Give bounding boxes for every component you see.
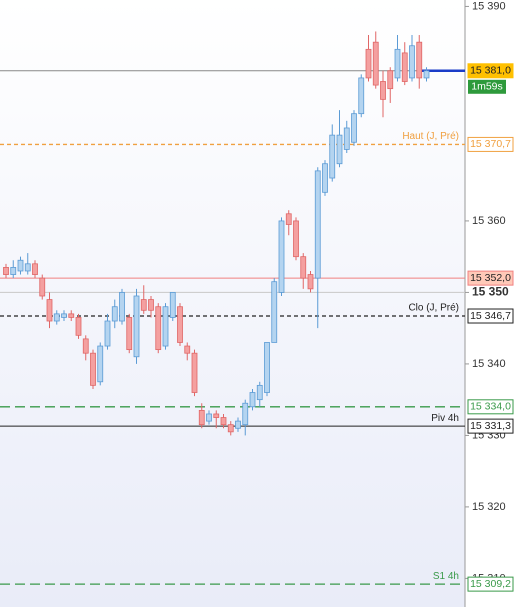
candle-body xyxy=(104,320,111,347)
candle-body xyxy=(249,392,256,408)
candle-body xyxy=(17,259,24,272)
candle-body xyxy=(39,277,46,297)
value-label-box xyxy=(467,136,514,152)
candle-body xyxy=(68,313,75,318)
candle-body xyxy=(191,352,198,393)
candle-body xyxy=(416,41,423,79)
candle-body xyxy=(119,292,125,322)
candle-body xyxy=(394,48,401,79)
value-label: 15 370,7 xyxy=(470,138,511,150)
candle-body xyxy=(264,342,270,393)
candle-body xyxy=(126,317,133,351)
candle-body xyxy=(140,299,147,311)
candle-body xyxy=(162,306,169,347)
candle-body xyxy=(227,424,234,433)
level-label: Haut (J, Pré) xyxy=(402,131,459,142)
candle-body xyxy=(111,306,118,322)
candle-body xyxy=(242,402,249,426)
candle-body xyxy=(423,70,430,79)
value-label: 15 309,2 xyxy=(470,578,511,590)
candle-body xyxy=(169,292,176,318)
value-label: 15 381,0 xyxy=(470,65,511,77)
candle-body xyxy=(358,77,365,115)
value-label-box xyxy=(467,399,514,415)
y-tick-label: 15 390 xyxy=(472,0,506,12)
candle-body xyxy=(133,295,140,358)
candle-body xyxy=(53,313,60,322)
candle-body xyxy=(24,263,31,272)
candle-body xyxy=(90,352,96,386)
candle-body xyxy=(336,134,343,165)
value-label: 15 352,0 xyxy=(470,272,511,284)
candle-body xyxy=(184,345,191,354)
candle-body xyxy=(198,409,205,426)
candle-body xyxy=(307,274,314,290)
candle-body xyxy=(401,52,408,82)
level-label: Piv 4h xyxy=(431,413,459,424)
candle-body xyxy=(372,41,379,86)
candle-body xyxy=(61,313,67,318)
candle-body xyxy=(329,134,336,179)
value-label: 15 346,7 xyxy=(470,310,511,322)
candle-body xyxy=(213,413,220,418)
candle-body xyxy=(97,345,104,383)
candle-body xyxy=(256,384,263,401)
candle-body xyxy=(3,266,9,275)
candle-body xyxy=(365,48,372,79)
y-tick-label: 15 340 xyxy=(472,358,506,370)
candle-body xyxy=(300,256,307,279)
candle-body xyxy=(235,420,241,429)
candle-body xyxy=(206,413,212,422)
value-label: 15 331,3 xyxy=(470,420,511,432)
plot-background xyxy=(0,0,465,607)
candle-body xyxy=(155,306,162,351)
level-label: S1 4h xyxy=(433,571,459,582)
countdown-box xyxy=(468,79,506,94)
candle-body xyxy=(351,113,357,143)
value-label: 15 334,0 xyxy=(470,401,511,413)
candle-body xyxy=(10,266,17,275)
candle-body xyxy=(380,81,386,100)
candle-body xyxy=(343,127,350,150)
candle-body xyxy=(177,306,183,343)
y-tick-label: 15 320 xyxy=(472,501,506,513)
candle-body xyxy=(293,220,299,258)
candle-body xyxy=(82,338,89,354)
level-label: Clo (J, Pré) xyxy=(408,303,459,314)
countdown: 1m59s xyxy=(471,81,503,93)
value-label-box xyxy=(467,576,514,592)
candle-body xyxy=(322,163,328,193)
candle-body xyxy=(32,263,38,275)
candle-body xyxy=(314,170,321,279)
candle-body xyxy=(409,45,415,79)
candle-body xyxy=(75,317,82,336)
value-label-box xyxy=(467,308,514,324)
y-tick-label: 15 360 xyxy=(472,215,506,227)
value-label-box xyxy=(467,63,514,79)
candle-body xyxy=(46,299,53,322)
value-label-box xyxy=(467,270,514,286)
candle-body xyxy=(285,213,292,225)
y-tick-label: 15 350 xyxy=(472,285,509,299)
candle-body xyxy=(271,281,278,343)
candle-body xyxy=(148,299,154,311)
value-label-box xyxy=(467,418,514,434)
candle-body xyxy=(220,417,227,426)
candle-body xyxy=(387,70,394,90)
candle-body xyxy=(278,220,285,293)
